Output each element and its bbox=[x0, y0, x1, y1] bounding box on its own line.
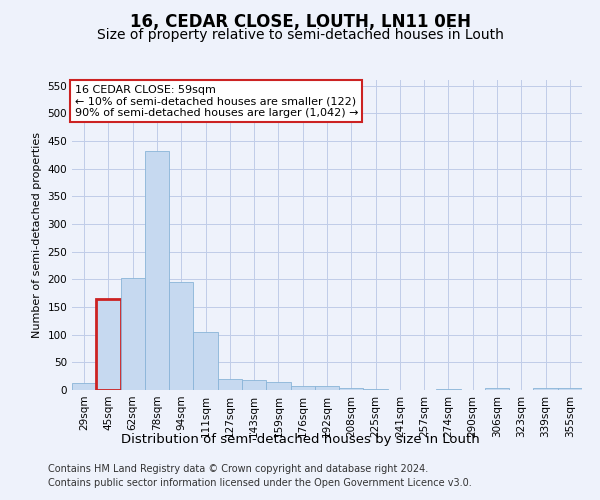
Text: Distribution of semi-detached houses by size in Louth: Distribution of semi-detached houses by … bbox=[121, 432, 479, 446]
Bar bbox=[72, 383, 96, 390]
Text: Contains HM Land Registry data © Crown copyright and database right 2024.: Contains HM Land Registry data © Crown c… bbox=[48, 464, 428, 474]
Bar bbox=[218, 379, 242, 390]
Text: Contains public sector information licensed under the Open Government Licence v3: Contains public sector information licen… bbox=[48, 478, 472, 488]
Bar bbox=[242, 380, 266, 390]
Bar bbox=[533, 388, 558, 390]
Text: 16, CEDAR CLOSE, LOUTH, LN11 0EH: 16, CEDAR CLOSE, LOUTH, LN11 0EH bbox=[130, 12, 470, 30]
Bar bbox=[169, 282, 193, 390]
Bar bbox=[121, 278, 145, 390]
Y-axis label: Number of semi-detached properties: Number of semi-detached properties bbox=[32, 132, 42, 338]
Text: 16 CEDAR CLOSE: 59sqm
← 10% of semi-detached houses are smaller (122)
90% of sem: 16 CEDAR CLOSE: 59sqm ← 10% of semi-deta… bbox=[74, 84, 358, 118]
Bar bbox=[558, 388, 582, 390]
Bar bbox=[315, 386, 339, 390]
Bar bbox=[193, 332, 218, 390]
Bar bbox=[96, 298, 121, 390]
Bar bbox=[339, 388, 364, 390]
Bar bbox=[145, 151, 169, 390]
Bar bbox=[485, 388, 509, 390]
Bar bbox=[290, 386, 315, 390]
Bar bbox=[266, 382, 290, 390]
Text: Size of property relative to semi-detached houses in Louth: Size of property relative to semi-detach… bbox=[97, 28, 503, 42]
